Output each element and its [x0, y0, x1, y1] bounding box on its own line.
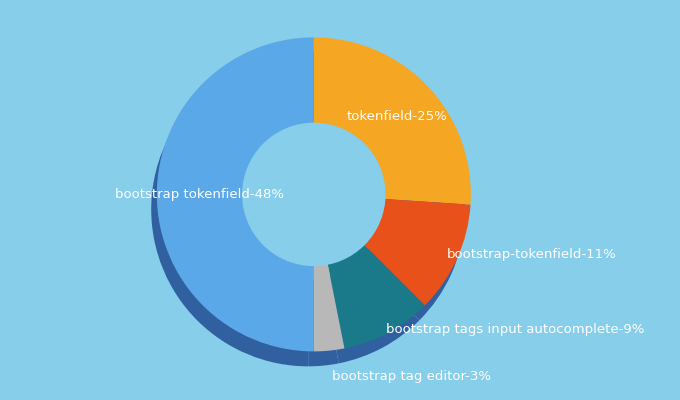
Wedge shape: [157, 37, 314, 352]
Wedge shape: [308, 52, 465, 220]
Text: bootstrap tags input autocomplete-9%: bootstrap tags input autocomplete-9%: [386, 323, 645, 336]
Text: bootstrap tokenfield-48%: bootstrap tokenfield-48%: [116, 188, 284, 201]
Wedge shape: [364, 199, 471, 306]
Wedge shape: [314, 264, 345, 352]
Text: bootstrap tag editor-3%: bootstrap tag editor-3%: [332, 370, 491, 383]
Circle shape: [243, 123, 385, 266]
Wedge shape: [358, 214, 465, 320]
Wedge shape: [314, 37, 471, 205]
Wedge shape: [151, 52, 308, 366]
Text: bootstrap-tokenfield-11%: bootstrap-tokenfield-11%: [447, 248, 616, 261]
Wedge shape: [308, 279, 339, 366]
Wedge shape: [328, 245, 425, 348]
Text: tokenfield-25%: tokenfield-25%: [347, 110, 447, 123]
Wedge shape: [322, 260, 420, 363]
